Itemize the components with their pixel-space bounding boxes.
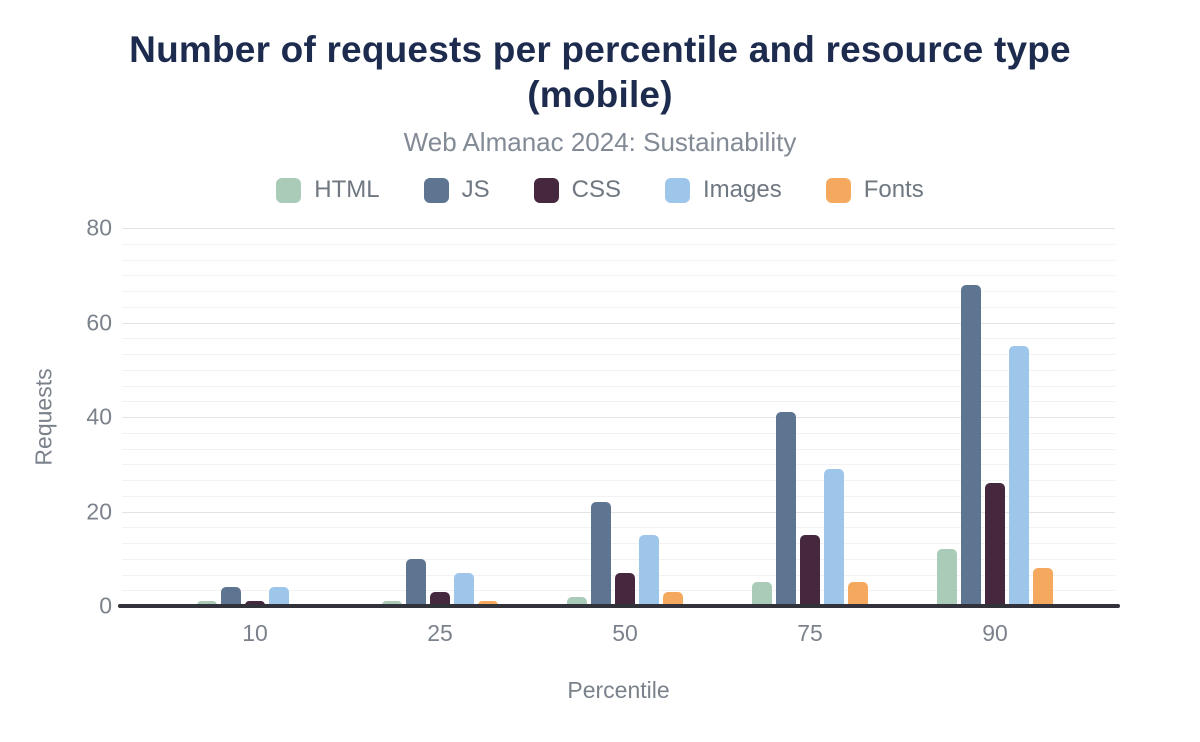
bar-css-p25 xyxy=(430,591,450,606)
bar-js-p50 xyxy=(591,502,611,606)
bar-group-p75 xyxy=(752,228,868,606)
gridline-major xyxy=(122,511,1115,513)
gridline-minor xyxy=(122,354,1115,355)
gridline-minor xyxy=(122,401,1115,403)
legend-label: CSS xyxy=(571,176,621,203)
gridline-minor xyxy=(122,432,1115,434)
legend-label: JS xyxy=(461,176,490,203)
bar-html-p25 xyxy=(382,601,402,606)
x-tick-label: 25 xyxy=(427,620,453,646)
bar-css-p75 xyxy=(800,535,820,606)
chart-subtitle: Web Almanac 2024: Sustainability xyxy=(403,127,797,157)
gridline-minor xyxy=(122,495,1115,497)
bar-css-p90 xyxy=(985,483,1005,606)
bar-js-p75 xyxy=(776,412,796,606)
x-tick-label: 90 xyxy=(982,620,1008,646)
bar-images-p25 xyxy=(454,572,474,606)
bar-fonts-p50 xyxy=(663,591,683,606)
bar-images-p75 xyxy=(824,468,844,606)
gridline-minor xyxy=(122,464,1115,466)
gridline-major xyxy=(122,228,1115,229)
bar-fonts-p75 xyxy=(848,582,868,606)
gridline-minor xyxy=(122,306,1115,308)
legend-item-images: Images xyxy=(664,176,782,204)
gridline-minor xyxy=(122,558,1115,560)
gridline-major xyxy=(122,417,1115,418)
bar-group-p25 xyxy=(382,228,498,606)
bar-group-p50 xyxy=(567,228,683,606)
gridline-minor xyxy=(122,527,1115,529)
legend-label: Images xyxy=(702,176,782,203)
y-tick-label: 60 xyxy=(86,309,112,335)
bar-group-p90 xyxy=(937,228,1053,606)
bar-css-p50 xyxy=(615,572,635,606)
legend-swatch-icon xyxy=(276,177,302,203)
legend: HTML JS CSS Images Fonts xyxy=(0,176,1200,204)
bar-css-p10 xyxy=(245,601,265,606)
bar-js-p25 xyxy=(406,558,426,606)
bar-fonts-p25 xyxy=(478,601,498,606)
legend-label: HTML xyxy=(314,176,380,203)
bar-fonts-p90 xyxy=(1033,568,1053,606)
gridline-major xyxy=(122,322,1115,324)
legend-item-fonts: Fonts xyxy=(825,176,924,204)
bar-group-p10 xyxy=(197,228,313,606)
gridline-minor xyxy=(122,259,1115,261)
legend-item-js: JS xyxy=(423,176,490,204)
legend-label: Fonts xyxy=(863,176,924,203)
bar-js-p10 xyxy=(221,587,241,606)
x-tick-label: 75 xyxy=(797,620,823,646)
bar-html-p50 xyxy=(567,596,587,606)
gridline-minor xyxy=(122,480,1115,481)
y-tick-label: 20 xyxy=(86,498,112,524)
legend-item-css: CSS xyxy=(533,176,621,204)
y-tick-label: 40 xyxy=(86,403,112,430)
x-axis-baseline xyxy=(118,604,1120,608)
bar-html-p10 xyxy=(197,601,217,606)
legend-swatch-icon xyxy=(423,177,449,203)
y-tick-label: 80 xyxy=(86,214,112,241)
x-axis-title: Percentile xyxy=(567,677,670,703)
x-tick-label: 50 xyxy=(612,620,638,646)
gridline-minor xyxy=(122,291,1115,292)
bar-images-p50 xyxy=(639,535,659,606)
chart-title: Number of requests per percentile and re… xyxy=(129,29,1071,116)
bar-html-p75 xyxy=(752,582,772,606)
bar-html-p90 xyxy=(937,549,957,606)
bar-images-p10 xyxy=(269,587,289,606)
gridline-minor xyxy=(122,448,1115,450)
gridline-minor xyxy=(122,369,1115,371)
y-tick-label: 0 xyxy=(99,592,112,619)
bar-images-p90 xyxy=(1009,346,1029,606)
gridline-minor xyxy=(122,338,1115,340)
x-tick-label: 10 xyxy=(242,620,268,646)
legend-swatch-icon xyxy=(825,177,851,203)
legend-swatch-icon xyxy=(664,177,690,203)
gridline-minor xyxy=(122,385,1115,387)
gridline-minor xyxy=(122,543,1115,544)
gridline-minor xyxy=(122,275,1115,277)
gridline-minor xyxy=(122,243,1115,245)
plot-area xyxy=(122,228,1115,606)
bar-js-p90 xyxy=(961,284,981,606)
legend-swatch-icon xyxy=(533,177,559,203)
legend-item-html: HTML xyxy=(276,176,380,204)
